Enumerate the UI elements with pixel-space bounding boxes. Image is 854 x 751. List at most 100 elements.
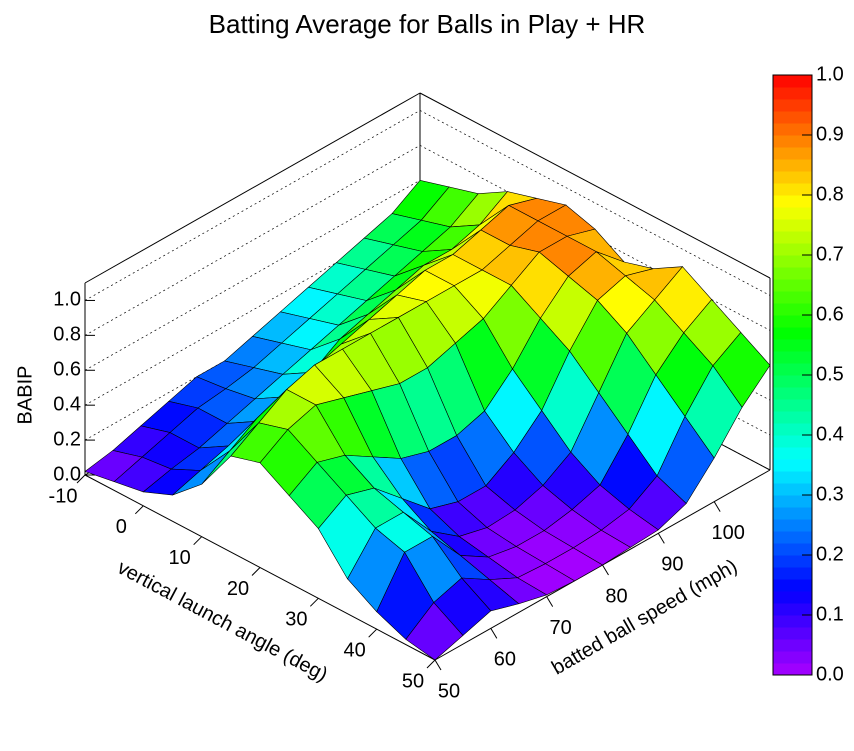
- x-tick-label: 50: [402, 670, 424, 692]
- wall-edge: [84, 92, 421, 284]
- y-tick-label: 70: [550, 617, 572, 639]
- colorbar-swatch: [773, 531, 812, 544]
- colorbar-swatch: [773, 195, 812, 208]
- x-tick: [134, 505, 144, 515]
- grid-line: [84, 110, 771, 301]
- colorbar-swatch: [773, 663, 812, 676]
- z-axis-label: BABIP: [14, 366, 36, 425]
- colorbar-tick-label: 1.0: [816, 63, 844, 85]
- y-tick-label: 100: [711, 522, 744, 544]
- x-tick-label: 40: [344, 639, 366, 661]
- colorbar-swatch: [773, 255, 812, 268]
- chart-title: Batting Average for Balls in Play + HR: [209, 9, 646, 39]
- z-tick-label: 0.0: [53, 463, 81, 485]
- x-tick: [193, 536, 203, 546]
- colorbar-swatch: [773, 483, 812, 496]
- colorbar-swatch: [773, 207, 812, 220]
- x-tick: [368, 628, 378, 638]
- colorbar-tick-label: 0.2: [816, 543, 844, 565]
- colorbar-swatch: [773, 327, 812, 340]
- colorbar-swatch: [773, 351, 812, 364]
- colorbar-tick-label: 0.9: [816, 123, 844, 145]
- z-tick-label: 0.4: [53, 393, 81, 415]
- colorbar-tick-label: 0.5: [816, 363, 844, 385]
- y-tick: [546, 596, 554, 607]
- colorbar-swatch: [773, 159, 812, 172]
- x-tick-label: 20: [227, 578, 249, 600]
- colorbar-tick-label: 0.4: [816, 423, 844, 445]
- colorbar-swatch: [773, 339, 812, 352]
- y-tick: [490, 628, 498, 639]
- y-tick: [602, 564, 609, 576]
- colorbar-tick-label: 0.3: [816, 483, 844, 505]
- colorbar-tick-label: 0.6: [816, 303, 844, 325]
- colorbar-swatch: [773, 291, 812, 304]
- colorbar-swatch: [773, 231, 812, 244]
- y-tick-label: 80: [605, 585, 627, 607]
- z-tick-label: 0.2: [53, 428, 81, 450]
- colorbar-swatch: [773, 627, 812, 640]
- colorbar-tick-label: 0.8: [816, 183, 844, 205]
- colorbar-swatch: [773, 495, 812, 508]
- colorbar-tick-label: 0.0: [816, 663, 844, 685]
- y-tick-label: 50: [438, 680, 460, 702]
- colorbar-swatch: [773, 123, 812, 136]
- z-tick-label: 0.6: [53, 359, 81, 381]
- colorbar-swatch: [773, 75, 812, 88]
- surface-cell: [405, 602, 464, 661]
- colorbar-swatch: [773, 615, 812, 628]
- colorbar-swatch: [773, 651, 812, 664]
- colorbar-swatch: [773, 471, 812, 484]
- colorbar-swatch: [773, 147, 812, 160]
- colorbar-swatch: [773, 171, 812, 184]
- colorbar-swatch: [773, 411, 812, 424]
- colorbar-swatch: [773, 603, 812, 616]
- x-tick-label: 30: [285, 609, 307, 631]
- y-tick-label: 60: [494, 649, 516, 671]
- colorbar-swatch: [773, 435, 812, 448]
- colorbar-swatch: [773, 99, 812, 112]
- colorbar-swatch: [773, 243, 812, 256]
- colorbar-swatch: [773, 87, 812, 100]
- x-tick-label: -10: [49, 485, 78, 507]
- colorbar-swatch: [773, 423, 812, 436]
- colorbar-swatch: [773, 399, 812, 412]
- wall-edge: [419, 92, 771, 279]
- colorbar-swatch: [773, 639, 812, 652]
- x-tick: [76, 474, 86, 484]
- x-tick-label: 10: [169, 547, 191, 569]
- colorbar-swatch: [773, 459, 812, 472]
- colorbar-swatch: [773, 579, 812, 592]
- y-tick: [657, 533, 665, 544]
- colorbar-swatch: [773, 555, 812, 568]
- colorbar-swatch: [773, 303, 812, 316]
- colorbar-swatch: [773, 507, 812, 520]
- colorbar-swatch: [773, 363, 812, 376]
- colorbar-swatch: [773, 279, 812, 292]
- y-tick-label: 90: [661, 554, 683, 576]
- x-tick: [426, 659, 436, 669]
- z-tick-label: 0.8: [53, 324, 81, 346]
- colorbar-swatch: [773, 591, 812, 604]
- colorbar-swatch: [773, 387, 812, 400]
- y-tick: [713, 501, 721, 512]
- colorbar-swatch: [773, 135, 812, 148]
- colorbar-swatch: [773, 567, 812, 580]
- colorbar-swatch: [773, 543, 812, 556]
- colorbar-swatch: [773, 219, 812, 232]
- z-tick-label: 1.0: [53, 289, 81, 311]
- colorbar-swatch: [773, 267, 812, 280]
- y-tick: [434, 659, 442, 671]
- colorbar-swatch: [773, 183, 812, 196]
- colorbar-swatch: [773, 375, 812, 388]
- grid-line: [84, 144, 771, 336]
- colorbar-tick-label: 0.1: [816, 603, 844, 625]
- x-tick: [251, 567, 261, 576]
- colorbar-swatch: [773, 111, 812, 124]
- colorbar-tick-label: 0.7: [816, 243, 844, 265]
- colorbar-swatch: [773, 315, 812, 328]
- x-tick: [309, 597, 319, 607]
- x-tick-label: 0: [116, 516, 127, 538]
- colorbar-swatch: [773, 519, 812, 532]
